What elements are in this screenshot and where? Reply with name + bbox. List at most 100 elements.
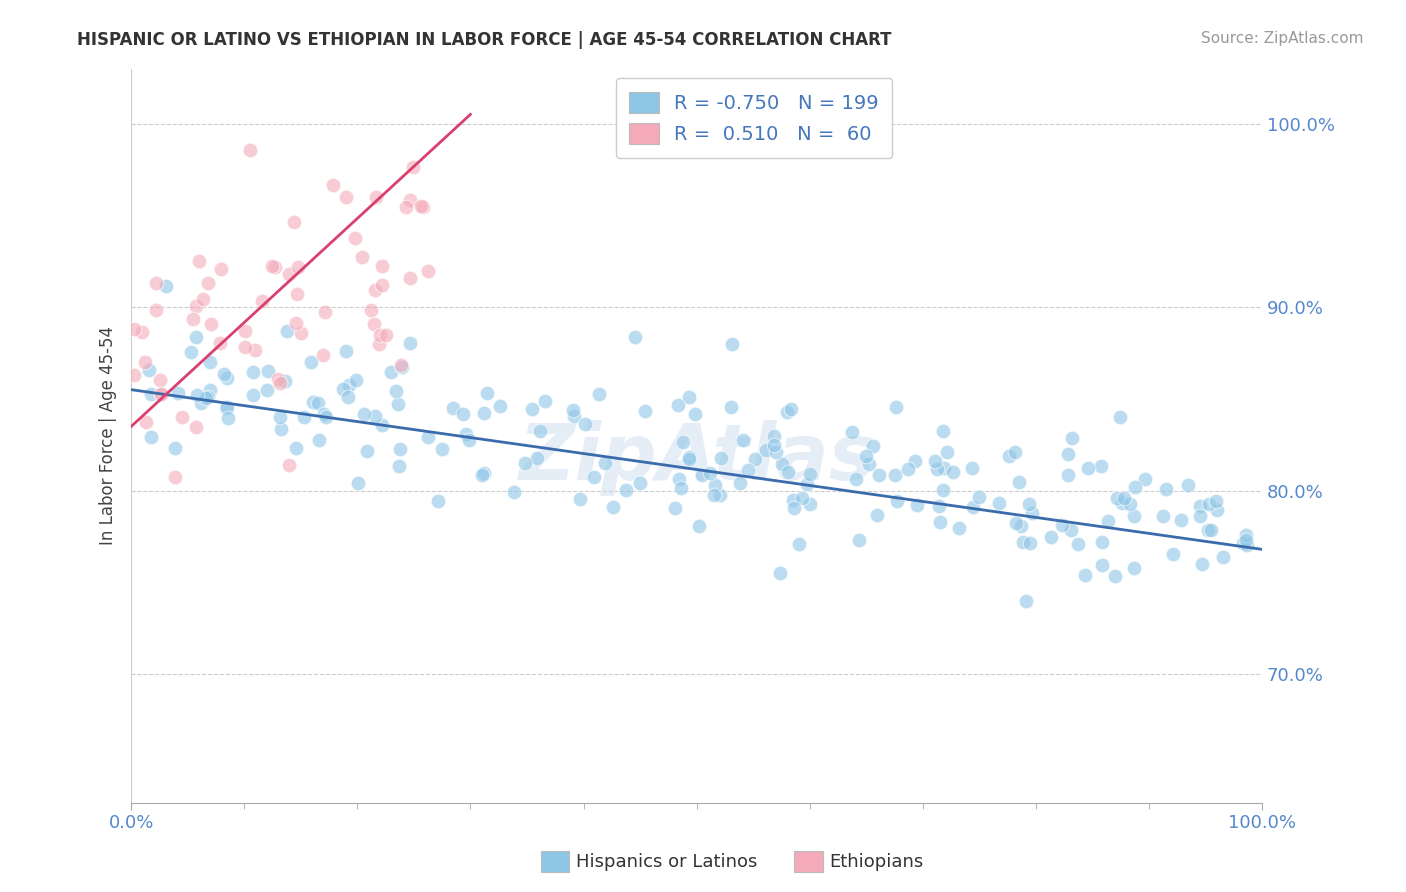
Point (260, 259, 283, 273)
Point (1191, 558, 1213, 572)
Point (710, 451, 733, 466)
Point (1091, 534, 1114, 549)
Point (1097, 514, 1119, 528)
Point (250, 293, 273, 308)
Point (664, 500, 686, 515)
Point (307, 395, 329, 409)
Point (472, 467, 495, 481)
Point (672, 435, 695, 450)
Point (848, 533, 870, 547)
Point (190, 396, 212, 410)
Point (886, 494, 908, 508)
Point (1212, 549, 1234, 564)
Point (283, 215, 305, 229)
Point (927, 462, 949, 476)
Point (779, 401, 801, 416)
Text: Ethiopians: Ethiopians (830, 853, 924, 871)
Point (1119, 497, 1142, 511)
Point (276, 324, 298, 338)
Point (948, 521, 970, 535)
Point (454, 427, 477, 442)
Point (426, 494, 449, 508)
Point (336, 390, 359, 404)
Point (709, 488, 731, 502)
Point (471, 467, 494, 482)
Point (666, 398, 689, 412)
Point (778, 465, 800, 479)
Point (897, 462, 920, 476)
Text: Source: ZipAtlas.com: Source: ZipAtlas.com (1201, 31, 1364, 46)
Point (924, 453, 946, 467)
Point (962, 500, 984, 514)
Point (165, 470, 187, 484)
Point (489, 399, 512, 413)
Point (370, 418, 392, 433)
Point (1021, 506, 1043, 520)
Point (270, 422, 292, 436)
Point (398, 194, 420, 208)
Point (191, 292, 214, 306)
Point (150, 387, 173, 401)
Point (124, 321, 146, 335)
Point (562, 409, 585, 424)
Point (678, 450, 700, 464)
Point (1154, 482, 1177, 496)
Point (402, 160, 425, 174)
Point (703, 478, 725, 492)
Text: Hispanics or Latinos: Hispanics or Latinos (576, 853, 758, 871)
Point (242, 365, 264, 379)
Point (593, 456, 616, 470)
Point (387, 396, 409, 410)
Point (799, 467, 821, 481)
Point (744, 452, 766, 467)
Point (969, 490, 991, 504)
Point (669, 481, 692, 495)
Point (233, 324, 256, 338)
Point (141, 387, 163, 401)
Point (583, 470, 606, 484)
Point (602, 500, 624, 515)
Point (273, 374, 295, 388)
Point (763, 437, 786, 451)
Point (616, 483, 638, 497)
Point (678, 391, 700, 405)
Point (198, 384, 221, 398)
Point (868, 467, 890, 482)
Point (960, 461, 983, 475)
Point (239, 144, 262, 158)
Point (905, 499, 928, 513)
Point (841, 425, 863, 439)
Point (769, 566, 792, 580)
Point (1201, 523, 1223, 537)
Point (668, 472, 690, 486)
Point (928, 499, 950, 513)
Point (520, 402, 543, 417)
Point (145, 276, 167, 290)
Point (1152, 509, 1174, 524)
Point (197, 390, 219, 404)
Point (1111, 496, 1133, 510)
Point (412, 200, 434, 214)
Point (1123, 508, 1146, 523)
Point (862, 439, 884, 453)
Point (371, 259, 394, 273)
Point (799, 496, 821, 510)
Point (755, 442, 778, 457)
Point (884, 468, 907, 483)
Point (441, 401, 464, 415)
Point (135, 415, 157, 429)
Point (339, 378, 361, 392)
Point (269, 409, 291, 424)
Point (529, 424, 551, 438)
Point (1234, 533, 1257, 548)
Point (212, 367, 235, 381)
Point (1074, 567, 1097, 582)
Point (364, 190, 387, 204)
Point (503, 485, 526, 500)
Point (1050, 518, 1073, 533)
Point (451, 407, 474, 421)
Point (1077, 461, 1099, 475)
Point (929, 515, 952, 529)
Point (932, 424, 955, 438)
Point (194, 391, 217, 405)
